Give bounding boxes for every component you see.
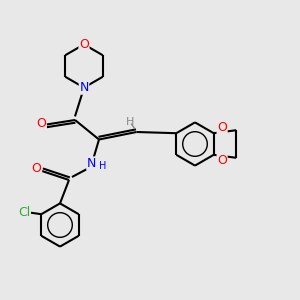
Text: O: O — [36, 117, 46, 130]
Text: O: O — [32, 161, 41, 175]
Text: O: O — [217, 121, 227, 134]
Text: N: N — [79, 81, 89, 94]
Text: N: N — [87, 157, 96, 170]
Text: O: O — [217, 154, 227, 167]
Text: H: H — [99, 161, 106, 171]
Text: O: O — [79, 38, 89, 51]
Text: Cl: Cl — [18, 206, 30, 219]
Text: H: H — [126, 116, 134, 127]
